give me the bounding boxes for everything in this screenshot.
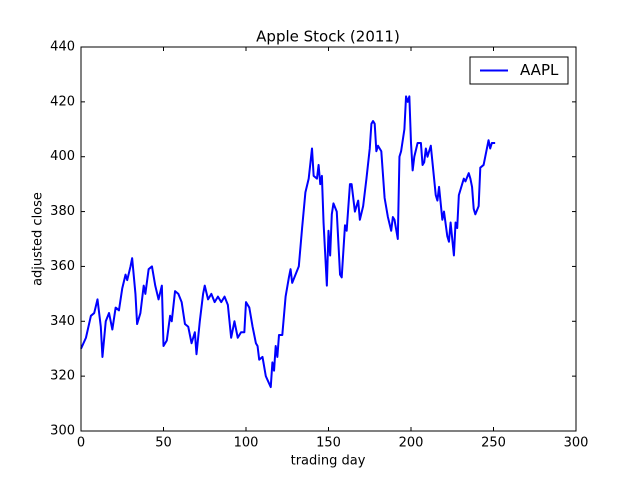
x-tick-label: 300 bbox=[564, 436, 589, 451]
data-line bbox=[80, 95, 496, 389]
y-axis-label: adjusted close bbox=[31, 192, 46, 286]
x-axis-label: trading day bbox=[291, 454, 366, 469]
x-tick-label: 100 bbox=[234, 436, 259, 451]
legend-label: AAPL bbox=[520, 61, 559, 79]
y-tick-label: 400 bbox=[50, 149, 75, 164]
legend-box bbox=[469, 56, 569, 85]
y-tick-label: 340 bbox=[50, 314, 75, 329]
x-tick-label: 50 bbox=[155, 436, 172, 451]
y-tick-label: 380 bbox=[50, 204, 75, 219]
chart-title: Apple Stock (2011) bbox=[256, 28, 400, 46]
y-tick-label: 360 bbox=[50, 259, 75, 274]
x-tick-label: 0 bbox=[77, 436, 85, 451]
y-tick-label: 420 bbox=[50, 94, 75, 109]
x-tick-label: 250 bbox=[481, 436, 506, 451]
y-tick-label: 440 bbox=[50, 40, 75, 55]
x-tick-label: 200 bbox=[399, 436, 424, 451]
plot-frame bbox=[80, 46, 577, 432]
y-tick-label: 320 bbox=[50, 369, 75, 384]
x-tick-label: 150 bbox=[316, 436, 341, 451]
y-tick-label: 300 bbox=[50, 424, 75, 439]
